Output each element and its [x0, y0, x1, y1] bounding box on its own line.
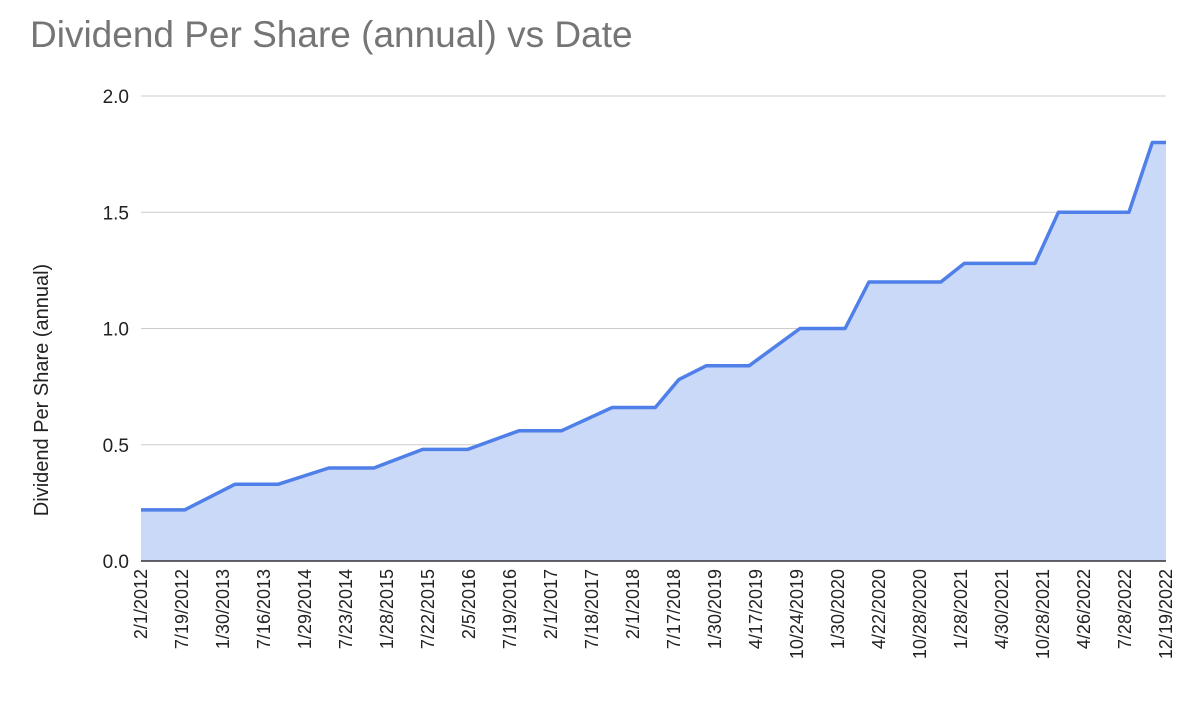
data-point	[818, 327, 822, 331]
x-tick-label: 7/19/2012	[172, 569, 192, 649]
y-tick-label: 2.0	[103, 87, 129, 108]
data-point	[466, 447, 470, 451]
data-point	[939, 280, 943, 284]
x-tick-label: 10/28/2021	[1033, 569, 1053, 659]
data-point	[1033, 261, 1037, 265]
data-point	[1150, 141, 1154, 145]
x-tick-label: 7/22/2015	[418, 569, 438, 649]
data-point	[233, 482, 237, 486]
x-tick-label: 4/26/2022	[1074, 569, 1094, 649]
data-point	[559, 429, 563, 433]
y-tick-label: 1.0	[103, 320, 129, 341]
x-tick-label: 7/17/2018	[664, 569, 684, 649]
data-point	[1164, 141, 1168, 145]
data-point	[1080, 210, 1084, 214]
y-axis-ticks: 0.0 0.5 1.0 1.5 2.0	[103, 87, 129, 573]
x-tick-label: 2/1/2012	[131, 569, 151, 639]
data-point	[677, 378, 681, 382]
data-point	[962, 261, 966, 265]
data-point	[867, 280, 871, 284]
x-tick-label: 4/22/2020	[869, 569, 889, 649]
x-tick-label: 7/19/2016	[500, 569, 520, 649]
chart-title: Dividend Per Share (annual) vs Date	[30, 14, 633, 55]
data-point	[1103, 210, 1107, 214]
x-tick-label: 7/23/2014	[336, 569, 356, 649]
data-point	[372, 466, 376, 470]
series-line	[141, 140, 1166, 512]
data-point	[517, 429, 521, 433]
data-point	[986, 261, 990, 265]
data-point	[139, 508, 143, 512]
data-point	[892, 280, 896, 284]
data-point	[610, 406, 614, 410]
data-point	[276, 482, 280, 486]
x-tick-label: 10/28/2020	[910, 569, 930, 659]
y-tick-label: 0.0	[103, 552, 129, 573]
data-point	[1010, 261, 1014, 265]
data-point	[421, 447, 425, 451]
x-tick-label: 4/17/2019	[746, 569, 766, 649]
x-tick-label: 1/30/2013	[213, 569, 233, 649]
data-point	[704, 364, 708, 368]
x-tick-label: 1/30/2020	[828, 569, 848, 649]
data-point	[183, 508, 187, 512]
data-point	[327, 466, 331, 470]
x-tick-label: 4/30/2021	[992, 569, 1012, 649]
x-tick-label: 12/19/2022	[1156, 569, 1176, 659]
x-tick-label: 1/28/2021	[951, 569, 971, 649]
x-tick-label: 2/1/2017	[541, 569, 561, 639]
x-tick-label: 2/1/2018	[623, 569, 643, 639]
x-tick-label: 2/5/2016	[459, 569, 479, 639]
data-point	[1127, 210, 1131, 214]
data-point	[914, 280, 918, 284]
x-tick-label: 10/24/2019	[787, 569, 807, 659]
data-point	[1056, 210, 1060, 214]
data-point	[798, 327, 802, 331]
y-axis-title: Dividend Per Share (annual)	[31, 264, 53, 516]
y-tick-label: 0.5	[103, 436, 129, 457]
data-point	[843, 327, 847, 331]
x-tick-label: 7/16/2013	[254, 569, 274, 649]
data-point	[653, 406, 657, 410]
x-tick-label: 1/30/2019	[705, 569, 725, 649]
x-tick-label: 1/28/2015	[377, 569, 397, 649]
y-tick-label: 1.5	[103, 203, 129, 224]
series-area-fill	[141, 142, 1166, 561]
x-axis-ticks: 2/1/2012 7/19/2012 1/30/2013 7/16/2013 1/29/…	[131, 569, 1176, 659]
x-tick-label: 1/29/2014	[295, 569, 315, 649]
x-tick-label: 7/18/2017	[582, 569, 602, 649]
data-point	[747, 364, 751, 368]
x-tick-label: 7/28/2022	[1115, 569, 1135, 649]
